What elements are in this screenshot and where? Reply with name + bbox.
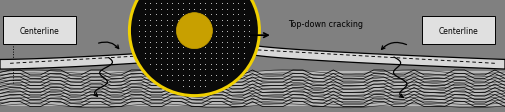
Polygon shape bbox=[0, 45, 251, 69]
Text: Centerline: Centerline bbox=[19, 26, 59, 35]
Text: Top-down cracking: Top-down cracking bbox=[288, 20, 363, 29]
Polygon shape bbox=[251, 45, 505, 69]
Bar bbox=[3, 17, 76, 45]
Bar bbox=[422, 17, 495, 45]
Ellipse shape bbox=[129, 0, 260, 96]
Bar bbox=[0, 72, 505, 106]
Text: Centerline: Centerline bbox=[438, 26, 478, 35]
Ellipse shape bbox=[176, 14, 213, 49]
